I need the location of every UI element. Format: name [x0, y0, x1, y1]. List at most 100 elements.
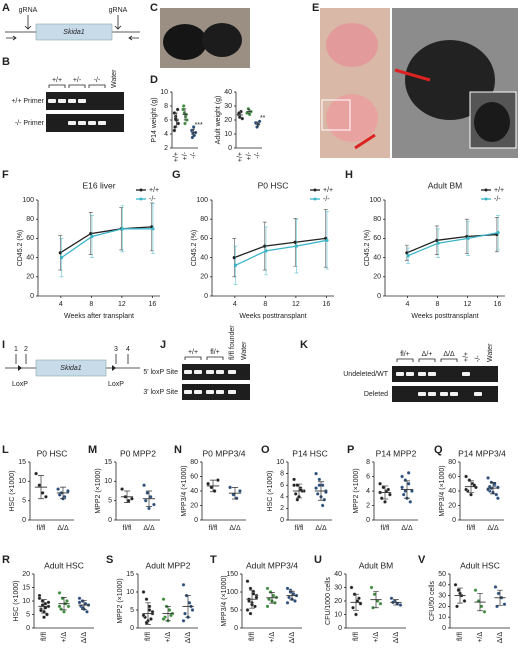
gel-band	[418, 372, 426, 376]
error-bar	[457, 587, 463, 604]
data-point	[357, 596, 361, 601]
y-tick-label: 0	[30, 293, 34, 300]
y-axis-label: MPP2 (×1000)	[95, 468, 102, 513]
lane-label: fl/fl founder	[229, 325, 236, 360]
y-axis-label: MPP3/4 (×1000)	[221, 575, 228, 626]
data-point	[383, 500, 387, 504]
data-point	[265, 604, 270, 609]
data-point	[126, 498, 131, 503]
error-bar	[317, 481, 325, 501]
data-point	[141, 613, 146, 618]
y-tick-label: 5	[108, 498, 112, 505]
data-point	[486, 476, 490, 480]
y-tick-label: 15	[104, 459, 112, 466]
error-bar	[231, 487, 239, 500]
x-tick-label: +/Δ	[165, 632, 172, 643]
data-point	[181, 104, 186, 108]
legend-label: +/+	[149, 187, 159, 194]
data-point	[176, 121, 181, 126]
data-point	[44, 494, 48, 499]
x-tick-label: +/Δ	[269, 632, 276, 643]
y-tick-label: 20	[224, 117, 232, 124]
y-axis-label: MPP3/4 (×1000)	[439, 465, 446, 516]
data-point	[65, 599, 69, 603]
error-bar	[247, 109, 251, 115]
x-axis-label: Weeks after transplant	[64, 313, 134, 320]
data-point	[90, 234, 94, 239]
y-tick-label: 6	[164, 117, 168, 124]
annotation: ***	[195, 122, 203, 129]
chart-title: E16 liver	[82, 180, 115, 190]
data-point	[293, 492, 298, 496]
lane-label: +/+	[463, 352, 470, 362]
lane-label: Δ/+	[422, 351, 433, 358]
panel-letter: B	[2, 56, 10, 68]
data-point	[405, 251, 409, 255]
data-point	[464, 474, 468, 479]
y-tick-label: 2	[280, 505, 284, 512]
y-tick-label: 0	[366, 517, 370, 524]
data-point	[314, 486, 318, 490]
data-point	[369, 585, 374, 590]
x-tick-label: 4	[406, 301, 410, 308]
x-tick-label: Δ/Δ	[315, 525, 327, 532]
data-point	[66, 604, 71, 609]
row-label: Undeleted/WT	[343, 371, 388, 378]
error-bar	[295, 483, 303, 499]
y-tick-label: 40	[438, 582, 446, 589]
panel-letter: J	[160, 339, 166, 351]
data-point	[183, 121, 187, 126]
data-point	[89, 232, 93, 236]
legend-label: -/-	[494, 196, 501, 203]
y-tick-label: 10	[334, 611, 342, 618]
x-tick-label: +/Δ	[477, 632, 484, 643]
y-tick-label: 80	[373, 216, 381, 223]
data-point	[77, 600, 82, 605]
data-point	[285, 586, 290, 591]
data-point	[62, 609, 66, 614]
y-tick-label: 20	[200, 274, 208, 281]
error-bar	[59, 486, 67, 500]
data-point	[292, 483, 296, 488]
y-tick-label: 4	[366, 488, 370, 495]
data-point	[325, 238, 329, 242]
gel-band	[206, 390, 214, 394]
panel-letter: I	[2, 339, 5, 351]
series-line	[234, 237, 326, 259]
data-point	[388, 492, 392, 497]
gel-band	[184, 390, 192, 394]
data-point	[400, 485, 404, 490]
data-point	[406, 481, 411, 486]
y-tick-label: 2	[366, 502, 370, 509]
lane-bracket	[206, 356, 224, 360]
chart-title: Adult HSC	[460, 560, 500, 570]
data-point	[453, 582, 458, 587]
chart-title: P0 HSC	[258, 180, 289, 190]
y-axis-label: P14 weight (g)	[151, 97, 158, 142]
x-axis-label: Weeks posttransplant	[239, 313, 306, 320]
data-point	[379, 496, 384, 501]
data-point	[354, 612, 358, 617]
data-point	[378, 481, 382, 486]
y-tick-label: 30	[438, 592, 446, 599]
x-tick-label: Δ/Δ	[497, 632, 504, 644]
data-point	[161, 617, 166, 621]
x-tick-label: 16	[322, 301, 330, 308]
chart-title: P14 HSC	[292, 448, 327, 458]
x-tick-label: fl/fl	[209, 525, 218, 532]
y-tick-label: 10	[126, 589, 134, 596]
error-bar	[123, 490, 131, 503]
y-tick-label: 0	[26, 625, 30, 632]
chart-title: P14 MPP3/4	[458, 448, 506, 458]
data-point	[150, 609, 155, 614]
data-point	[149, 617, 153, 621]
legend-swatch	[139, 197, 143, 201]
panel-letter: D	[150, 74, 158, 86]
panel-letter: E	[312, 2, 319, 14]
data-point	[292, 477, 296, 482]
error-bar	[381, 485, 389, 500]
panel-letter: N	[174, 444, 182, 456]
gel-band	[396, 372, 404, 376]
data-point	[378, 601, 383, 606]
